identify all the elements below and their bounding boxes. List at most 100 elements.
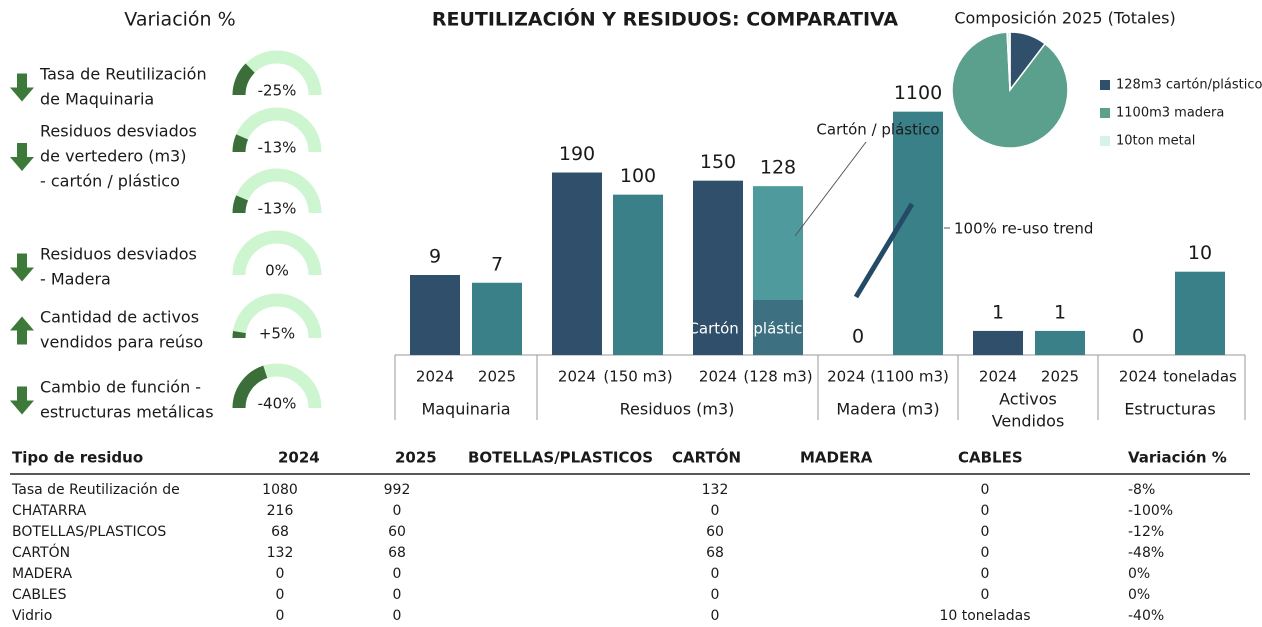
legend-swatch [1100, 108, 1110, 118]
annotation: Cartón / plástico [816, 121, 939, 139]
table-cell: 68 [388, 545, 406, 561]
group-label: Vendidos [992, 412, 1065, 431]
x-tick-label: 2024 [558, 368, 596, 386]
table-cell: 0 [393, 503, 402, 519]
group-label: Madera (m3) [836, 400, 939, 419]
arrow-up [10, 316, 34, 345]
arrow-down [10, 143, 34, 171]
x-tick-label: 2024 (1100 m3) [827, 368, 949, 386]
arrow-down [10, 253, 34, 282]
x-tick-label: toneladas [1163, 368, 1237, 386]
gauge-track [232, 107, 322, 153]
table-header: MADERA [800, 449, 873, 467]
table-cell: 0 [711, 503, 720, 519]
bar [1175, 271, 1225, 355]
gauges-title: Variación % [124, 9, 235, 31]
table-cell: 0 [981, 545, 990, 561]
table-cell: 60 [388, 524, 406, 540]
table-cell: 1080 [262, 482, 298, 498]
gauge-item-label: vendidos para reúso [40, 333, 203, 352]
table-cell: 0 [981, 566, 990, 582]
gauge-track [232, 293, 322, 339]
table-cell: 0 [981, 482, 990, 498]
table-cell: -100% [1128, 503, 1173, 519]
legend-label: 1100m3 madera [1116, 106, 1224, 121]
bar-value-label: 128 [760, 157, 796, 179]
bar [472, 282, 522, 355]
bar [552, 172, 602, 355]
gauge-label: 0% [265, 262, 289, 280]
bar-value-label: 1 [992, 301, 1004, 323]
table-cell: 992 [384, 482, 411, 498]
group-label: Activos [999, 390, 1057, 409]
bar-value-label: 0 [1132, 326, 1144, 348]
pie-slice [951, 31, 1069, 149]
table-cell: 0 [276, 608, 285, 624]
table-cell: CARTÓN [12, 543, 70, 561]
arrow-down [10, 73, 34, 102]
table-cell: -40% [1128, 608, 1164, 624]
annotation-line [794, 141, 867, 237]
table-cell: 0 [711, 608, 720, 624]
table-cell: 0 [393, 566, 402, 582]
table-header: CARTÓN [672, 448, 741, 467]
legend-swatch [1100, 80, 1110, 90]
bar [1035, 330, 1085, 355]
x-tick-label: 2024 [979, 368, 1017, 386]
gauge-item-label: de Maquinaria [40, 90, 154, 109]
bar [693, 180, 743, 355]
bar-title: REUTILIZACIÓN Y RESIDUOS: COMPARATIVA [432, 7, 899, 31]
bar-value-label: 190 [559, 143, 595, 165]
gauge-item-label: de vertedero (m3) [40, 147, 186, 166]
bar [893, 111, 943, 355]
table-cell: 68 [706, 545, 724, 561]
gauge-item-label: Cantidad de activos [40, 308, 199, 327]
table-header: Variación % [1128, 449, 1227, 467]
table-cell: 216 [267, 503, 294, 519]
gauge-fill [232, 195, 249, 214]
table-cell: 0 [981, 524, 990, 540]
bar-value-label: 1 [1054, 301, 1066, 323]
gauge-item-label: Tasa de Reutilización [39, 65, 207, 84]
table-cell: 132 [267, 545, 294, 561]
table-cell: -12% [1128, 524, 1164, 540]
gauge-label: -40% [258, 395, 297, 413]
gauge-fill [232, 63, 255, 96]
table-cell: 0 [711, 566, 720, 582]
bar-value-label: 9 [429, 246, 441, 268]
pie-title: Composición 2025 (Totales) [954, 9, 1175, 28]
legend-swatch [1100, 136, 1110, 146]
table-header: CABLES [958, 449, 1023, 467]
x-tick-label: 2024 [1119, 368, 1157, 386]
bar-value-label: 100 [620, 165, 656, 187]
table-cell: 0% [1128, 587, 1150, 603]
table-cell: BOTELLAS/PLASTICOS [12, 524, 166, 540]
bar-value-label: 150 [700, 151, 736, 173]
table-cell: Vidrio [12, 608, 52, 624]
annotation: 100% re-uso trend [954, 220, 1093, 238]
legend-label: 128m3 cartón/plástico [1116, 78, 1262, 93]
table-header: BOTELLAS/PLASTICOS [468, 449, 653, 467]
gauge-label: -25% [258, 82, 297, 100]
pie-slice [1006, 31, 1011, 91]
x-tick-label: (150 m3) [603, 368, 672, 386]
bar [973, 330, 1023, 355]
bar-inner-segment [753, 300, 803, 355]
table-cell: 132 [702, 482, 729, 498]
table-cell: 0% [1128, 566, 1150, 582]
group-label: Residuos (m3) [620, 400, 735, 419]
gauge-item-label: estructuras metálicas [40, 403, 214, 422]
table-cell: 68 [271, 524, 289, 540]
bar-value-label: 7 [491, 253, 503, 275]
table-cell: 0 [276, 566, 285, 582]
bar-value-label: 1100 [894, 82, 942, 104]
gauge-fill [232, 134, 249, 153]
trend-line [853, 202, 915, 299]
bar-value-label: 0 [852, 326, 864, 348]
gauge-item-label: Cambio de función - [40, 378, 201, 397]
bar [613, 194, 663, 355]
gauge-label: -13% [258, 139, 297, 157]
gauge-track [232, 168, 322, 214]
x-tick-label: (128 m3) [743, 368, 812, 386]
